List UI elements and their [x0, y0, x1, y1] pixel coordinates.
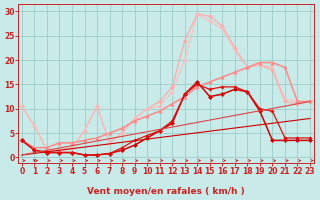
- X-axis label: Vent moyen/en rafales ( km/h ): Vent moyen/en rafales ( km/h ): [87, 187, 245, 196]
